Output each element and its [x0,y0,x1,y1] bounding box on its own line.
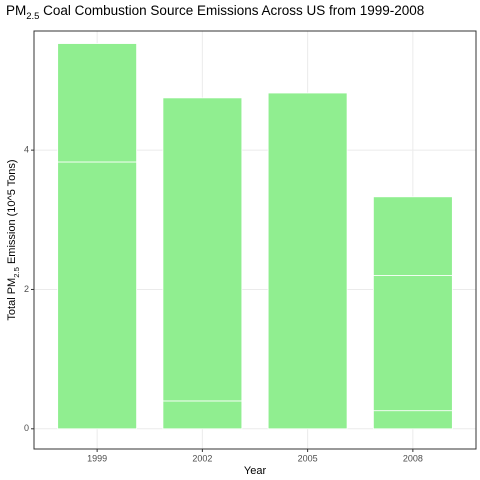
x-tick-label: 2005 [298,453,318,463]
y-title-subscript: 2.5 [12,267,21,278]
bar-segment [372,410,453,430]
bar-segment [57,43,138,163]
y-tick-label: 0 [24,423,29,433]
y-tick-label: 4 [24,145,29,155]
bar-segment [267,92,348,430]
chart-title: PM2.5 Coal Combustion Source Emissions A… [6,3,424,22]
y-title-text: Total PM [6,278,18,321]
title-text: PM [6,3,26,18]
y-axis-title: Total PM2.5 Emission (10^5 Tons) [6,159,21,320]
bar-segment [162,400,243,430]
x-tick-label: 2002 [192,453,212,463]
plot-area: 0 2 4 1999 2002 2005 2008 [24,30,477,463]
title-subscript: 2.5 [26,11,39,22]
title-rest: Coal Combustion Source Emissions Across … [39,3,424,18]
y-title-rest: Emission (10^5 Tons) [6,159,18,267]
x-axis-title: Year [244,465,267,477]
x-tick-label: 2008 [403,453,423,463]
y-tick-label: 2 [24,284,29,294]
bar-segment [57,161,138,430]
bar-segment [162,97,243,402]
panel-border [33,30,477,450]
x-tick-label: 1999 [87,453,107,463]
bar-segment [372,196,453,276]
bar-segment [372,275,453,412]
